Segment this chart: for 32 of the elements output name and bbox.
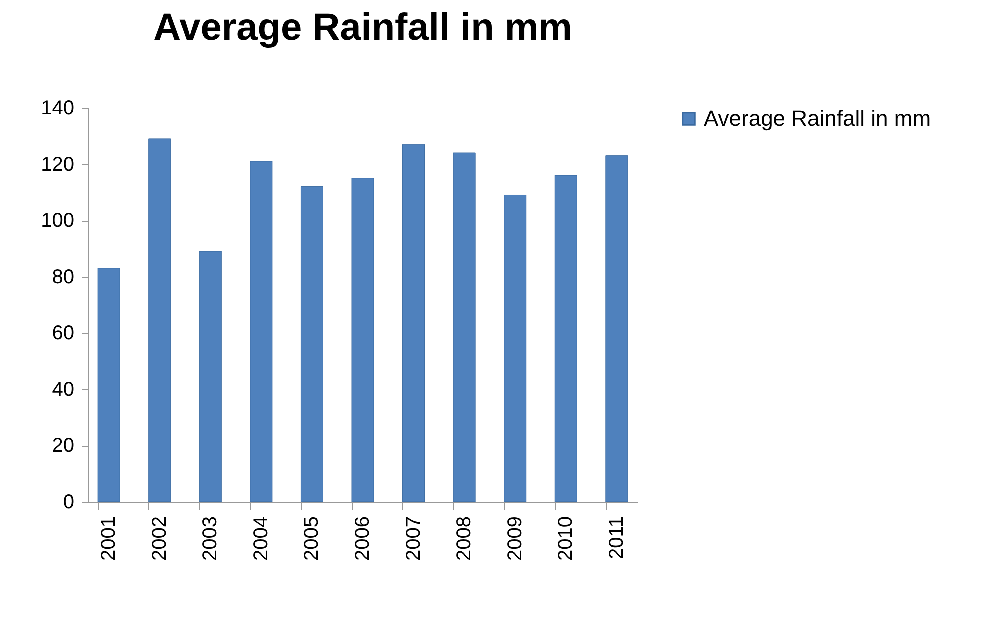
bar	[98, 268, 120, 502]
x-tick-label: 2008	[454, 516, 476, 561]
y-tick-label: 40	[52, 378, 74, 401]
bar	[606, 156, 628, 502]
bar	[453, 152, 476, 502]
y-tick-label: 120	[41, 154, 74, 176]
bar	[148, 138, 172, 502]
bar	[504, 194, 527, 502]
bar	[250, 161, 273, 502]
chart-title: Average Rainfall in mm	[154, 7, 572, 49]
x-tick-label: 2007	[402, 516, 425, 561]
y-tick-label: 80	[52, 266, 74, 288]
bar	[402, 144, 426, 502]
bar	[352, 178, 374, 502]
x-tick-label: 2010	[555, 516, 578, 561]
x-tick-label: 2005	[301, 516, 324, 561]
bar	[554, 175, 578, 502]
y-tick-label: 60	[52, 322, 74, 345]
x-tick-label: 2009	[504, 516, 526, 561]
y-tick-label: 0	[63, 492, 74, 514]
x-tick-label: 2001	[98, 516, 120, 561]
y-tick-label: 100	[41, 210, 74, 232]
bar	[300, 186, 324, 502]
x-tick-label: 2011	[606, 516, 628, 560]
x-tick-label: 2003	[200, 516, 222, 561]
x-tick-label: 2004	[250, 516, 272, 561]
y-tick-label: 20	[52, 435, 74, 458]
x-tick-label: 2006	[352, 516, 374, 561]
bar	[199, 251, 222, 502]
legend-label: Average Rainfall in mm	[704, 106, 932, 131]
y-tick-label: 140	[41, 98, 74, 120]
x-tick-label: 2002	[148, 516, 171, 561]
